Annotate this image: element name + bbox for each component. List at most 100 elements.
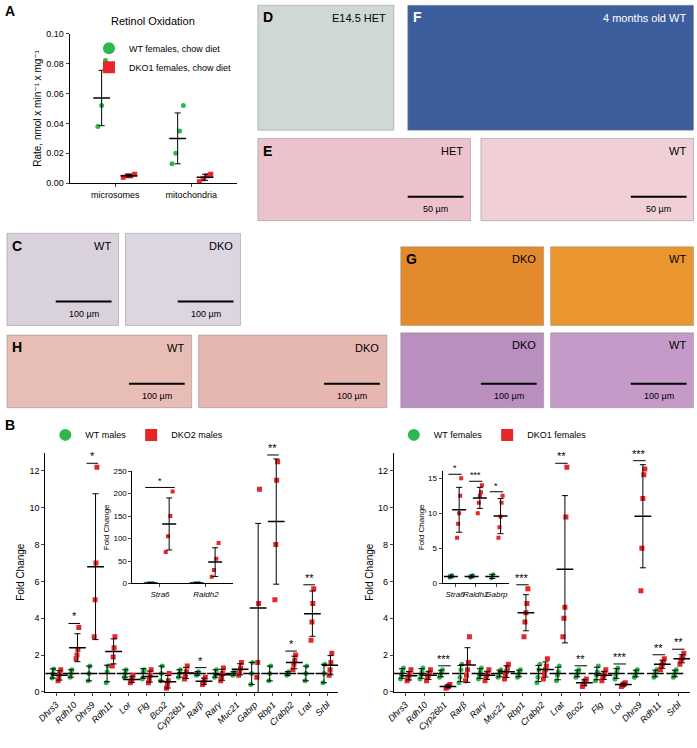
svg-text:WT females: WT females [434, 430, 482, 440]
svg-text:Muc21: Muc21 [481, 700, 507, 726]
svg-text:Rarγ: Rarγ [468, 699, 489, 720]
svg-text:100 µm: 100 µm [191, 309, 221, 319]
svg-text:Rdh10: Rdh10 [53, 700, 79, 726]
svg-text:Cyp26b1: Cyp26b1 [155, 700, 188, 733]
svg-text:0: 0 [433, 579, 438, 588]
svg-text:Dhrs9: Dhrs9 [620, 700, 644, 724]
svg-text:***: *** [470, 470, 481, 480]
svg-text:E: E [263, 143, 272, 159]
svg-text:WT: WT [94, 240, 111, 252]
svg-text:0: 0 [34, 687, 39, 697]
svg-text:D: D [263, 9, 273, 25]
svg-text:50 µm: 50 µm [423, 204, 448, 214]
svg-text:***: *** [515, 572, 529, 584]
svg-text:F: F [413, 9, 422, 25]
svg-text:15: 15 [428, 474, 437, 483]
svg-text:12: 12 [378, 466, 388, 476]
svg-text:100 µm: 100 µm [644, 391, 674, 401]
svg-text:Crabp2: Crabp2 [519, 700, 547, 728]
svg-text:10: 10 [428, 509, 437, 518]
svg-text:*: * [198, 655, 203, 667]
svg-text:WT: WT [669, 253, 686, 265]
svg-text:*: * [72, 610, 77, 622]
svg-text:**: ** [305, 572, 314, 584]
svg-text:Retinol Oxidation: Retinol Oxidation [111, 15, 195, 27]
svg-text:Fold Change: Fold Change [364, 543, 375, 601]
svg-text:100 µm: 100 µm [69, 309, 99, 319]
svg-text:A: A [5, 3, 15, 19]
svg-text:Rarβ: Rarβ [448, 700, 469, 721]
svg-text:Bco2: Bco2 [564, 700, 586, 722]
svg-text:100 µm: 100 µm [494, 391, 524, 401]
svg-text:100 µm: 100 µm [337, 391, 367, 401]
svg-text:DKO: DKO [512, 253, 536, 265]
svg-text:Fold Change: Fold Change [417, 504, 426, 550]
svg-text:0.02: 0.02 [46, 148, 64, 158]
svg-text:*: * [289, 638, 294, 650]
svg-text:B: B [5, 417, 15, 433]
svg-text:Flg: Flg [135, 700, 151, 716]
svg-text:H: H [12, 339, 22, 355]
svg-text:G: G [406, 251, 417, 267]
svg-text:Lor: Lor [608, 699, 625, 716]
svg-text:DKO: DKO [355, 342, 379, 354]
svg-text:mitochondria: mitochondria [166, 190, 218, 200]
svg-text:Rarγ: Rarγ [203, 699, 224, 720]
svg-text:Cyp26b1: Cyp26b1 [417, 700, 450, 733]
svg-text:Lrat: Lrat [296, 699, 314, 717]
svg-text:WT: WT [669, 339, 686, 351]
svg-text:150: 150 [113, 512, 127, 521]
svg-text:Srbl: Srbl [313, 699, 332, 718]
svg-text:Flg: Flg [589, 700, 605, 716]
svg-text:*: * [494, 481, 498, 491]
svg-text:0.10: 0.10 [46, 29, 64, 39]
svg-text:HET: HET [441, 145, 463, 157]
svg-text:Stra6: Stra6 [445, 590, 465, 599]
svg-text:**: ** [576, 653, 585, 665]
svg-text:DKO: DKO [209, 240, 233, 252]
svg-text:10: 10 [29, 503, 39, 513]
svg-text:WT females, chow diet: WT females, chow diet [129, 44, 220, 54]
svg-text:Lrat: Lrat [548, 699, 566, 717]
svg-text:2: 2 [34, 650, 39, 660]
svg-text:WT: WT [669, 145, 686, 157]
svg-text:Gabrp: Gabrp [485, 590, 508, 599]
svg-text:Muc21: Muc21 [215, 700, 241, 726]
svg-text:4: 4 [34, 613, 39, 623]
svg-text:Rdh10: Rdh10 [404, 700, 430, 726]
svg-text:microsomes: microsomes [91, 190, 140, 200]
svg-text:E14.5 HET: E14.5 HET [332, 12, 386, 24]
svg-text:0.06: 0.06 [46, 89, 64, 99]
svg-text:Rarβ: Rarβ [184, 700, 205, 721]
svg-text:Dhrs9: Dhrs9 [73, 700, 97, 724]
svg-text:2: 2 [383, 650, 388, 660]
svg-text:100 µm: 100 µm [142, 391, 172, 401]
svg-text:0.08: 0.08 [46, 59, 64, 69]
svg-text:100: 100 [113, 534, 127, 543]
svg-text:8: 8 [34, 540, 39, 550]
svg-text:Fold Change: Fold Change [15, 543, 26, 601]
svg-text:***: *** [632, 448, 646, 460]
svg-text:Raldh2: Raldh2 [193, 590, 219, 599]
svg-text:*: * [90, 450, 95, 462]
svg-text:***: *** [437, 653, 451, 665]
svg-text:DKO2 males: DKO2 males [171, 430, 223, 440]
svg-text:12: 12 [29, 466, 39, 476]
svg-text:200: 200 [113, 489, 127, 498]
svg-text:WT males: WT males [85, 430, 126, 440]
svg-text:0: 0 [383, 687, 388, 697]
svg-text:6: 6 [383, 577, 388, 587]
svg-text:Stra6: Stra6 [150, 590, 170, 599]
svg-text:**: ** [654, 642, 663, 654]
svg-text:250: 250 [113, 467, 127, 476]
svg-text:Rdh11: Rdh11 [638, 700, 663, 725]
svg-text:DKO1 females, chow diet: DKO1 females, chow diet [129, 63, 231, 73]
svg-text:**: ** [268, 442, 277, 454]
svg-text:10: 10 [378, 503, 388, 513]
svg-text:Crabp2: Crabp2 [268, 700, 296, 728]
svg-text:Dhrs3: Dhrs3 [386, 700, 410, 724]
svg-text:50: 50 [118, 557, 127, 566]
svg-text:Dhrs3: Dhrs3 [37, 700, 61, 724]
svg-text:Rate, nmol x min⁻¹ x mg⁻¹: Rate, nmol x min⁻¹ x mg⁻¹ [32, 49, 43, 166]
svg-text:*: * [453, 463, 457, 473]
